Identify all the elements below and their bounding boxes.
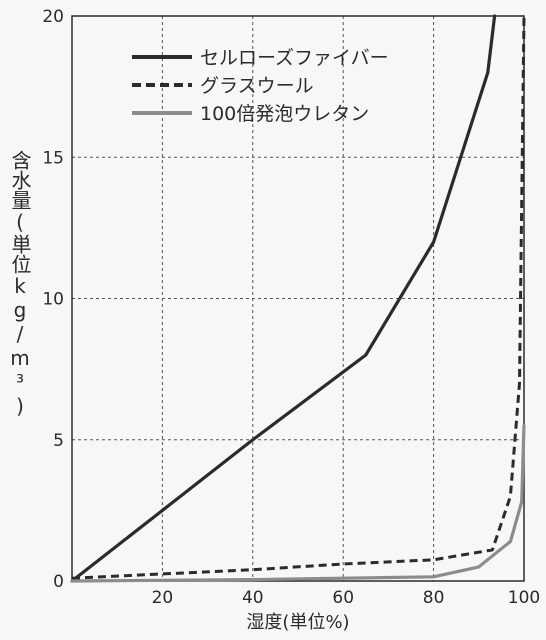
y-tick-label: 10 xyxy=(42,290,64,310)
legend-label-2: グラスウール xyxy=(200,75,314,97)
y-tick-label: 5 xyxy=(53,431,64,451)
legend-label-1: セルローズファイバー xyxy=(200,47,389,69)
y-axis-label: 含水量(単位kg/m³) xyxy=(8,150,32,418)
series-line-3 xyxy=(70,424,526,583)
y-tick-label: 20 xyxy=(42,7,64,27)
tick-labels: 20 40 60 80 100 0 5 10 15 20 xyxy=(42,7,540,608)
plot-frame xyxy=(71,15,525,582)
grid xyxy=(72,15,525,582)
x-tick-label: 20 xyxy=(152,588,174,608)
x-tick-label: 60 xyxy=(332,588,354,608)
x-tick-label: 100 xyxy=(508,588,540,608)
y-tick-label: 0 xyxy=(53,572,64,592)
x-axis-label: 湿度(単位%) xyxy=(246,612,349,633)
y-tick-label: 15 xyxy=(42,148,64,168)
series-lines xyxy=(70,14,526,583)
series-line-2 xyxy=(71,15,526,580)
series-line-1 xyxy=(70,14,497,583)
x-tick-label: 40 xyxy=(242,588,264,608)
legend-label-3: 100倍発泡ウレタン xyxy=(200,103,369,125)
x-tick-label: 80 xyxy=(423,588,445,608)
